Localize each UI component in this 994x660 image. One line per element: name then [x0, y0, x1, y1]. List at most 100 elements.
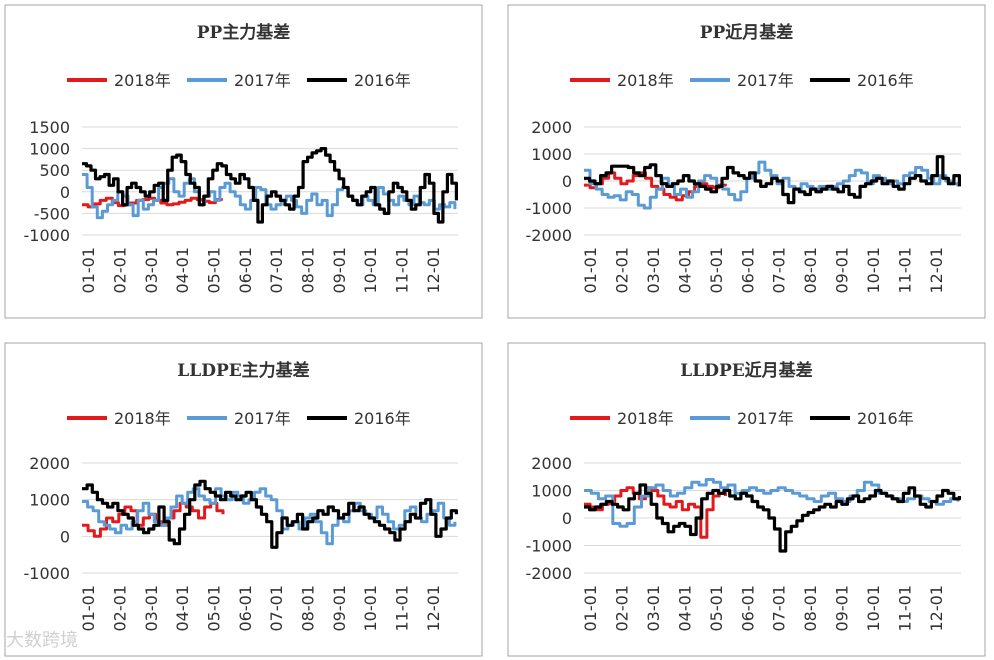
x-tick-label: 11-01	[393, 247, 412, 294]
y-tick-label: 0	[60, 527, 70, 546]
x-tick-label: 04-01	[173, 247, 192, 294]
chart-frame	[4, 4, 483, 319]
x-tick-label: 08-01	[801, 247, 820, 294]
legend-label: 2016年	[354, 71, 411, 90]
x-tick-label: 06-01	[236, 585, 255, 632]
x-tick-label: 02-01	[613, 585, 632, 632]
x-tick-label: 01-01	[581, 585, 600, 632]
x-tick-label: 05-01	[707, 247, 726, 294]
x-tick-label: 08-01	[299, 247, 318, 294]
y-tick-label: 0	[562, 172, 572, 191]
y-tick-label: -1000	[526, 537, 573, 556]
series-line-2	[82, 487, 457, 546]
x-tick-label: 07-01	[267, 585, 286, 632]
legend-label: 2017年	[234, 409, 291, 428]
x-tick-label: 02-01	[613, 247, 632, 294]
x-tick-label: 07-01	[267, 247, 286, 294]
legend-label: 2016年	[857, 409, 914, 428]
chart-frame	[507, 342, 986, 657]
x-tick-label: 08-01	[801, 585, 820, 632]
x-tick-label: 01-01	[79, 585, 98, 632]
x-tick-label: 12-01	[424, 585, 443, 632]
x-tick-label: 10-01	[864, 585, 883, 632]
x-tick-label: 11-01	[895, 247, 914, 294]
x-tick-label: 03-01	[142, 585, 161, 632]
x-tick-label: 03-01	[644, 585, 663, 632]
chart-panel-4: LLDPE近月基差 2018年 2017年 2016年 -2000 -1000 0 1000 2…	[507, 342, 986, 657]
series-line-1	[584, 171, 727, 202]
chart-title: LLDPE主力基差	[177, 360, 309, 381]
x-tick-label: 11-01	[895, 585, 914, 632]
y-tick-label: -1000	[526, 199, 573, 218]
y-tick-label: 0	[562, 509, 572, 528]
x-tick-label: 12-01	[927, 247, 946, 294]
watermark: 大数跨境	[6, 630, 78, 651]
series-line-3	[584, 483, 962, 553]
x-tick-label: 06-01	[738, 585, 757, 632]
x-tick-label: 02-01	[111, 585, 130, 632]
y-tick-label: 500	[39, 161, 70, 180]
legend-label: 2016年	[857, 71, 914, 90]
y-tick-label: 1000	[29, 491, 70, 510]
x-tick-label: 12-01	[424, 247, 443, 294]
x-tick-label: 04-01	[675, 247, 694, 294]
chart-title: PP近月基差	[700, 22, 794, 43]
x-tick-label: 07-01	[770, 585, 789, 632]
legend-label: 2018年	[617, 409, 674, 428]
legend-label: 2017年	[737, 409, 794, 428]
x-tick-label: 01-01	[581, 247, 600, 294]
y-tick-label: 1500	[29, 118, 70, 137]
series-line-3	[82, 147, 458, 224]
x-tick-label: 10-01	[864, 247, 883, 294]
x-tick-label: 06-01	[236, 247, 255, 294]
chart-title: LLDPE近月基差	[680, 360, 812, 381]
y-tick-label: -2000	[526, 564, 573, 583]
chart-panel-1: PP主力基差 2018年 2017年 2016年 -1000 -500 0 500 1000 15…	[4, 4, 483, 319]
y-tick-label: 2000	[531, 454, 572, 473]
x-tick-label: 10-01	[361, 585, 380, 632]
x-tick-label: 03-01	[644, 247, 663, 294]
legend-label: 2017年	[234, 71, 291, 90]
y-tick-label: 1000	[531, 145, 572, 164]
x-tick-label: 12-01	[927, 585, 946, 632]
x-tick-label: 09-01	[330, 247, 349, 294]
y-tick-label: -1000	[24, 226, 71, 245]
x-tick-label: 04-01	[675, 585, 694, 632]
chart-panel-3: LLDPE主力基差 2018年 2017年 2016年 -1000 0 1000 2000 01…	[4, 342, 483, 657]
x-tick-label: 08-01	[299, 585, 318, 632]
y-tick-label: 1000	[29, 140, 70, 159]
chart-panel-2: PP近月基差 2018年 2017年 2016年 -2000 -1000 0 1000 2000…	[507, 4, 986, 319]
legend-label: 2018年	[114, 409, 171, 428]
legend-label: 2018年	[617, 71, 674, 90]
chart-title: PP主力基差	[197, 22, 291, 43]
series-line-3	[82, 479, 458, 549]
x-tick-label: 01-01	[79, 247, 98, 294]
x-tick-label: 09-01	[833, 585, 852, 632]
y-tick-label: -2000	[526, 226, 573, 245]
x-tick-label: 07-01	[770, 247, 789, 294]
x-tick-label: 04-01	[173, 585, 192, 632]
x-tick-label: 10-01	[361, 247, 380, 294]
legend-label: 2017年	[737, 71, 794, 90]
x-tick-label: 11-01	[393, 585, 412, 632]
y-tick-label: 2000	[29, 454, 70, 473]
x-tick-label: 05-01	[707, 585, 726, 632]
x-tick-label: 09-01	[330, 585, 349, 632]
x-tick-label: 03-01	[142, 247, 161, 294]
y-tick-label: 2000	[531, 118, 572, 137]
x-tick-label: 06-01	[738, 247, 757, 294]
series-line-2	[584, 160, 960, 210]
y-tick-label: 0	[60, 183, 70, 202]
x-tick-label: 09-01	[833, 247, 852, 294]
y-tick-label: 1000	[531, 482, 572, 501]
y-tick-label: -500	[34, 204, 70, 223]
x-tick-label: 05-01	[205, 585, 224, 632]
chart-frame	[507, 4, 986, 319]
series-line-2	[82, 173, 457, 220]
legend-label: 2018年	[114, 71, 171, 90]
series-line-3	[584, 155, 962, 205]
legend-label: 2016年	[354, 409, 411, 428]
x-tick-label: 02-01	[111, 247, 130, 294]
x-tick-label: 05-01	[205, 247, 224, 294]
